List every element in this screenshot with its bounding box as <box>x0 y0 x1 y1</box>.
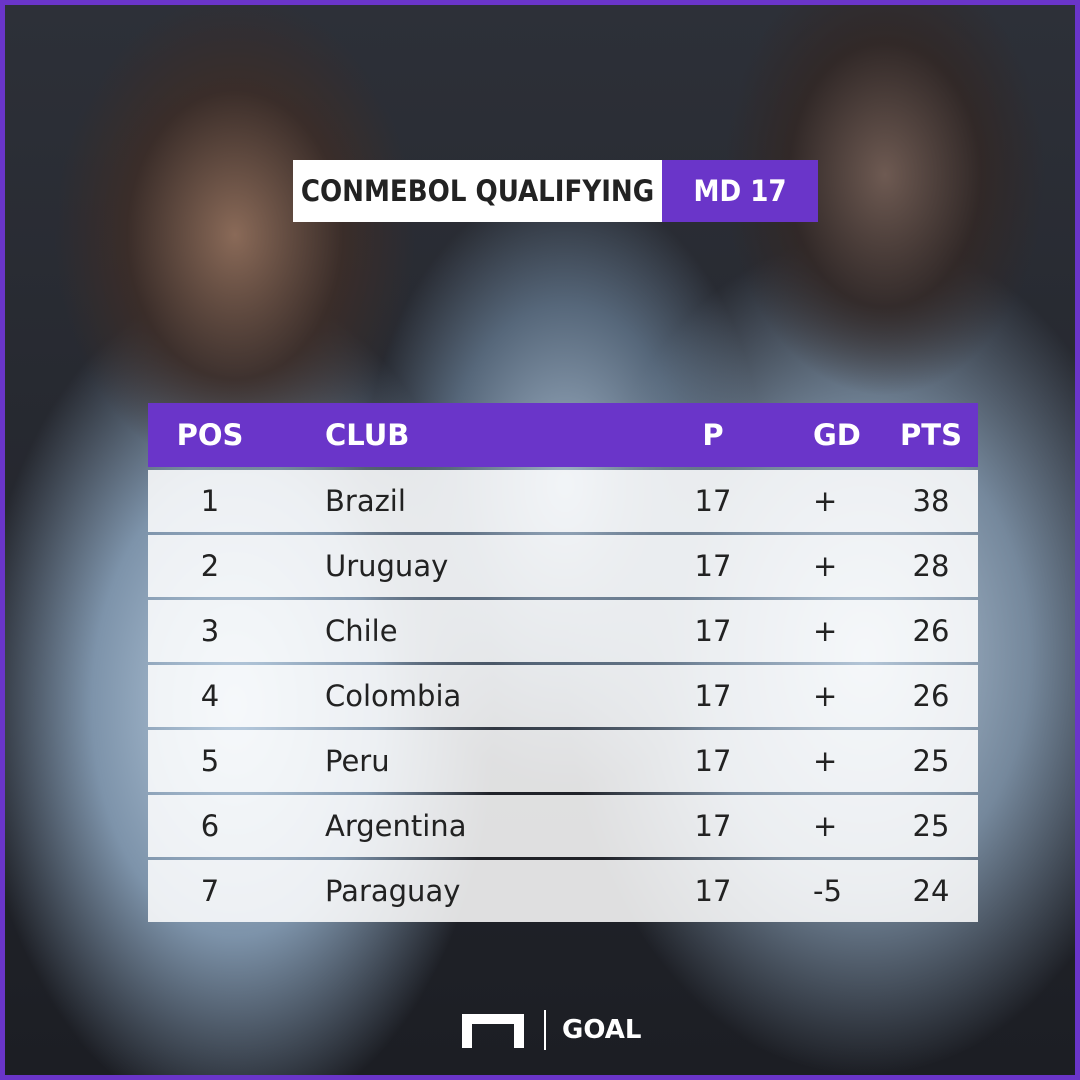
goal-difference: +1 <box>813 744 838 778</box>
club: Argentina <box>325 809 467 843</box>
column-header: GD <box>813 418 861 452</box>
club: Peru <box>325 744 390 778</box>
pos: 3 <box>200 614 220 648</box>
club: Brazil <box>325 484 406 518</box>
pos: 5 <box>200 744 220 778</box>
column-header: P <box>702 418 724 452</box>
points: 24 <box>912 874 950 908</box>
club: Uruguay <box>325 549 449 583</box>
title: CONMEBOL QUALIFYING <box>293 160 662 222</box>
goal-difference: +1 <box>813 809 838 843</box>
table-row: 6 Argentina 17 +1 25 <box>148 795 978 857</box>
pos: 1 <box>200 484 220 518</box>
played: 17 <box>694 614 732 648</box>
pos: 2 <box>200 549 220 583</box>
table-row: 7 Paraguay 17 -5 24 <box>148 860 978 922</box>
points: 25 <box>912 809 950 843</box>
goal-difference: -5 <box>813 874 842 908</box>
club: Colombia <box>325 679 462 713</box>
column-header: PTS <box>900 418 962 452</box>
played: 17 <box>694 484 732 518</box>
goal-difference: +10 <box>813 549 838 583</box>
table-row: 3 Chile 17 +2 26 <box>148 600 978 662</box>
matchday: MD 17 <box>662 160 818 222</box>
goal-difference: +27 <box>813 484 838 518</box>
played: 17 <box>694 809 732 843</box>
table-row: 2 Uruguay 17 +10 28 <box>148 535 978 597</box>
brand: GOAL <box>562 1015 642 1045</box>
club: Paraguay <box>325 874 461 908</box>
played: 17 <box>694 679 732 713</box>
logo-goal <box>462 1014 524 1048</box>
pos: 6 <box>200 809 220 843</box>
table-header: POS CLUB P GD PTS <box>148 403 978 467</box>
column-header: CLUB <box>325 418 410 452</box>
column-header: POS <box>176 418 244 452</box>
divider <box>544 1010 546 1050</box>
table-row: 5 Peru 17 +1 25 <box>148 730 978 792</box>
pos: 4 <box>200 679 220 713</box>
goal-difference: +2 <box>813 614 838 648</box>
points: 26 <box>912 679 950 713</box>
points: 26 <box>912 614 950 648</box>
club: Chile <box>325 614 398 648</box>
played: 17 <box>694 549 732 583</box>
points: 25 <box>912 744 950 778</box>
table-row: 4 Colombia 17 +2 26 <box>148 665 978 727</box>
goal-difference: +2 <box>813 679 838 713</box>
footer: GOAL <box>460 1010 641 1050</box>
points: 28 <box>912 549 950 583</box>
table-row: 1 Brazil 17 +27 38 <box>148 470 978 532</box>
points: 38 <box>912 484 950 518</box>
pos: 7 <box>200 874 220 908</box>
played: 17 <box>694 874 732 908</box>
played: 17 <box>694 744 732 778</box>
